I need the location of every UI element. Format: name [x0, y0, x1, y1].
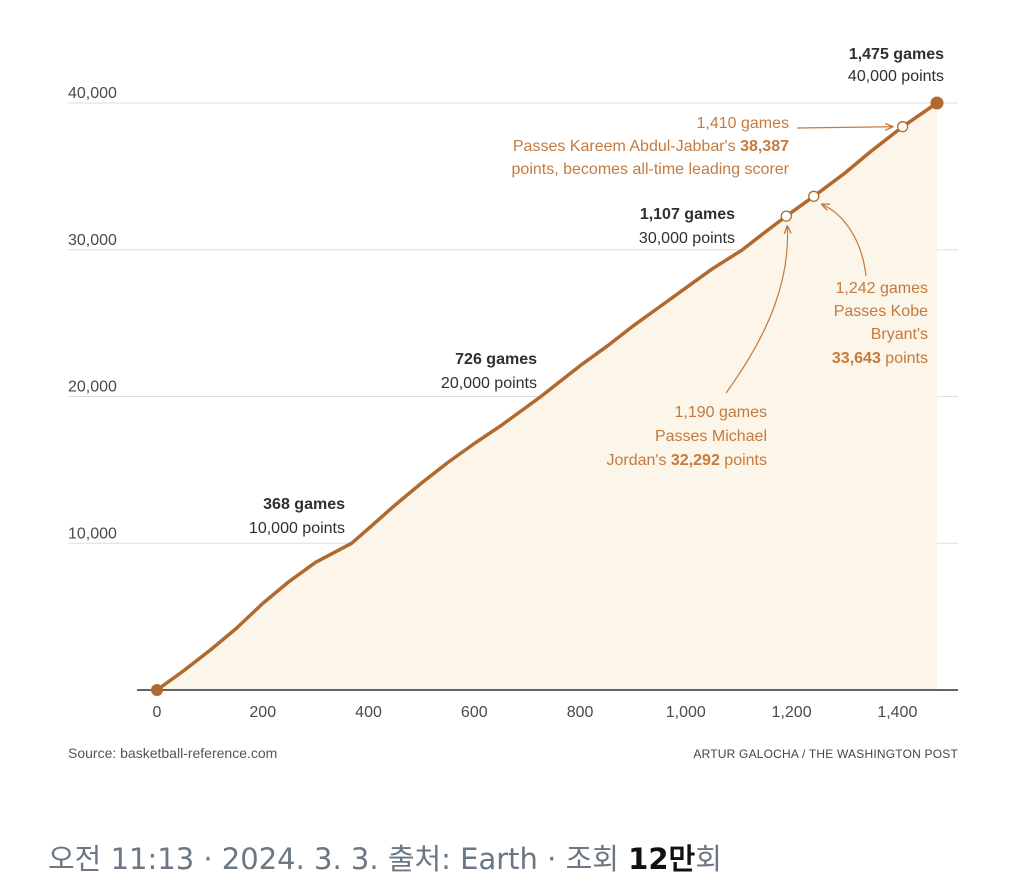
milestone-marker-0 — [896, 121, 909, 133]
milestone-jordan-line2: Jordan's 32,292 points — [606, 452, 767, 469]
milestone-kareem-prefix: Passes Kareem Abdul-Jabbar's — [513, 138, 736, 155]
arrow-jordan — [725, 226, 788, 394]
y-tick-label-40000: 40,000 — [68, 85, 117, 102]
milestone-jordan-suffix: points — [724, 452, 767, 469]
annotation-10000-points: 10,000 points — [249, 520, 345, 537]
annotation-726-games: 726 games — [455, 351, 537, 368]
annotation-368-games: 368 games — [263, 496, 345, 513]
milestone-kobe-suffix: points — [885, 350, 928, 367]
annotation-1475-games: 1,475 games — [849, 46, 944, 63]
annotation-20000-points: 20,000 points — [441, 375, 537, 392]
x-tick-label-800: 800 — [567, 704, 594, 721]
x-tick-label-1400: 1,400 — [877, 704, 917, 721]
tweet-meta-text: 오전 11:13 · 2024. 3. 3. 출처: Earth · 조회 — [48, 842, 629, 876]
career-points-chart: 10,000 20,000 30,000 40,000 0 200 400 600 800 1,… — [68, 46, 958, 761]
annotation-30000-points: 30,000 points — [639, 230, 735, 247]
arrow-kobe — [822, 204, 867, 277]
x-tick-label-1000: 1,000 — [666, 704, 706, 721]
milestone-jordan-prefix: Jordan's — [606, 452, 666, 469]
annotation-1107-games: 1,107 games — [640, 206, 735, 223]
y-axis-ticks: 10,000 20,000 30,000 40,000 — [68, 85, 117, 542]
milestone-jordan-line1: Passes Michael — [655, 428, 767, 445]
x-tick-label-0: 0 — [153, 704, 162, 721]
x-tick-label-200: 200 — [249, 704, 276, 721]
x-tick-label-1200: 1,200 — [772, 704, 812, 721]
end-marker — [930, 96, 944, 110]
milestone-jordan-games: 1,190 games — [674, 404, 767, 421]
annotation-40000-points: 40,000 points — [848, 68, 944, 85]
milestone-jordan-value: 32,292 — [671, 452, 720, 469]
source-note: Source: basketball-reference.com — [68, 745, 277, 761]
series-line — [155, 101, 939, 692]
milestone-kareem-value: 38,387 — [740, 138, 789, 155]
milestone-kareem-games: 1,410 games — [696, 115, 789, 132]
milestone-arrows — [725, 127, 893, 394]
milestone-kobe-line2: Bryant's — [871, 326, 928, 343]
milestone-kobe-line1: Passes Kobe — [834, 303, 928, 320]
view-count: 12만 — [628, 842, 696, 876]
y-tick-label-30000: 30,000 — [68, 232, 117, 249]
credit-note: ARTUR GALOCHA / THE WASHINGTON POST — [693, 747, 958, 761]
milestone-kobe-value: 33,643 — [832, 350, 881, 367]
arrow-kareem — [796, 127, 893, 128]
x-tick-label-600: 600 — [461, 704, 488, 721]
view-count-suffix: 회 — [695, 842, 722, 876]
y-tick-label-10000: 10,000 — [68, 525, 117, 542]
data-markers — [151, 96, 944, 696]
milestone-marker-2 — [780, 210, 792, 222]
x-tick-label-400: 400 — [355, 704, 382, 721]
milestone-kobe-line3: 33,643 points — [832, 350, 928, 367]
milestone-kareem-suffix: points, becomes all-time leading scorer — [512, 161, 790, 178]
milestone-kareem-line: Passes Kareem Abdul-Jabbar's 38,387 — [513, 138, 789, 155]
x-axis-ticks: 0 200 400 600 800 1,000 1,200 1,400 — [153, 704, 918, 721]
start-marker — [151, 684, 163, 696]
y-tick-label-20000: 20,000 — [68, 379, 117, 396]
milestone-marker-1 — [808, 190, 820, 202]
tweet-timestamp-views: 오전 11:13 · 2024. 3. 3. 출처: Earth · 조회 12… — [48, 836, 722, 878]
milestone-kobe-games: 1,242 games — [835, 280, 928, 297]
